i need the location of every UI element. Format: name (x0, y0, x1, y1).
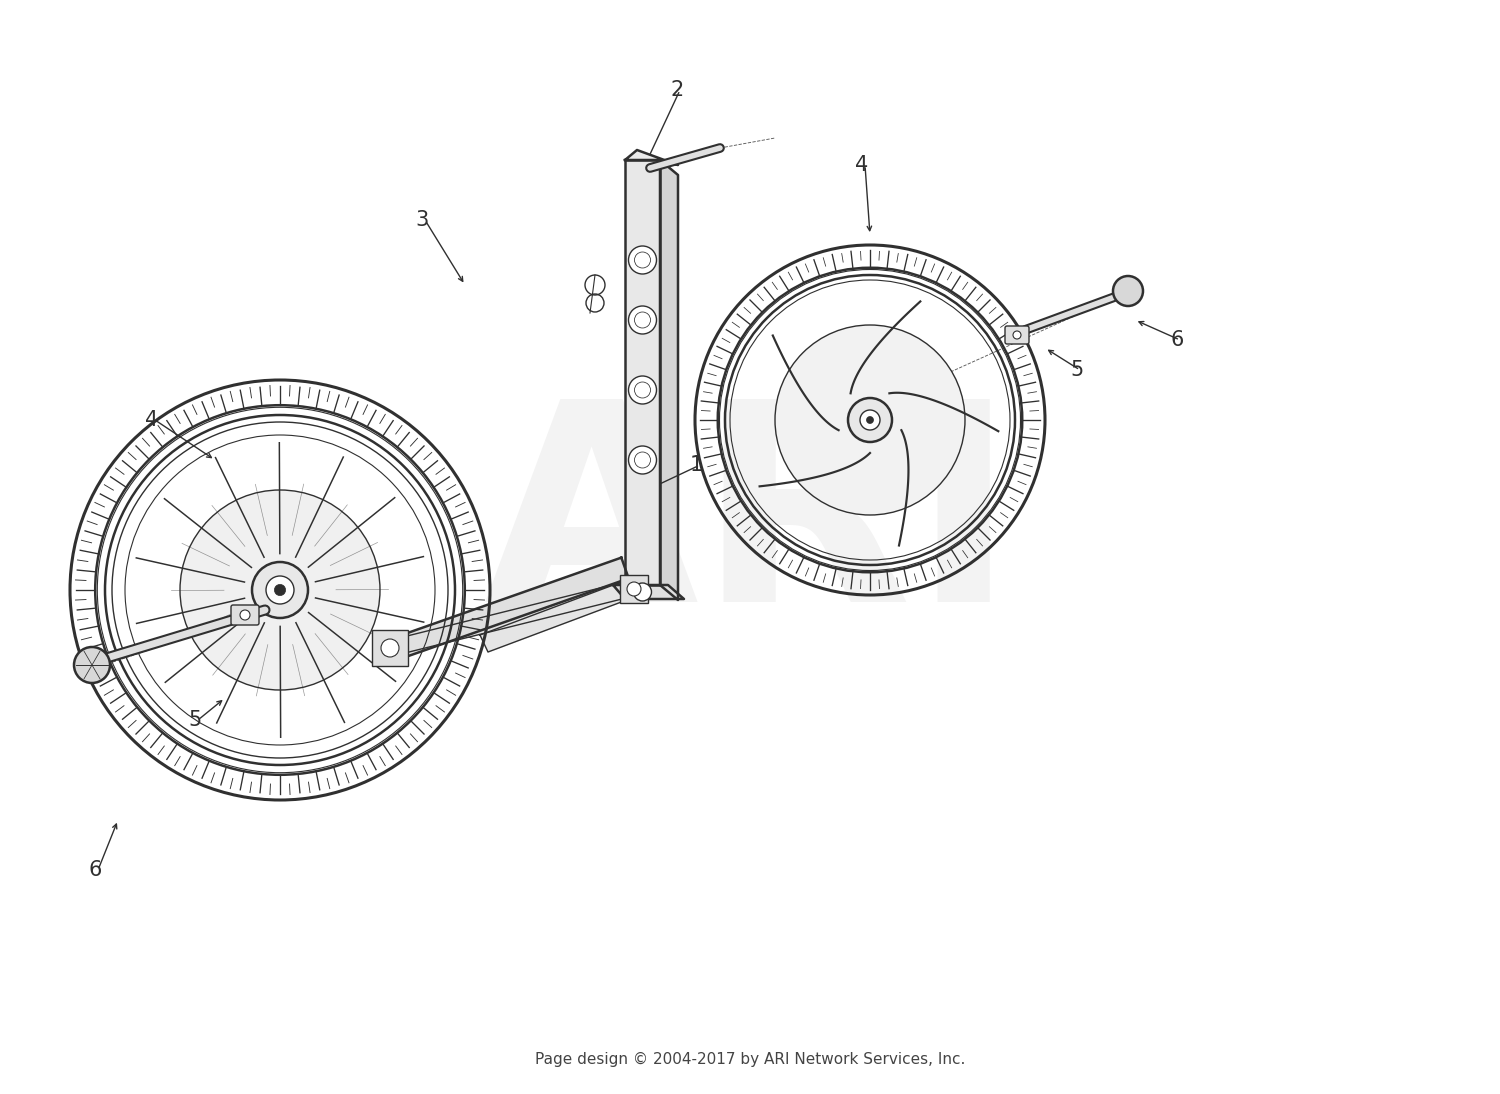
Circle shape (266, 577, 294, 604)
Circle shape (1013, 331, 1022, 339)
Circle shape (74, 647, 110, 683)
Polygon shape (390, 582, 627, 655)
FancyBboxPatch shape (231, 605, 260, 625)
Text: 4: 4 (146, 410, 159, 430)
Polygon shape (626, 150, 678, 165)
Circle shape (627, 582, 640, 596)
Circle shape (1113, 276, 1143, 306)
Circle shape (628, 246, 657, 274)
Circle shape (776, 325, 964, 515)
Text: 6: 6 (88, 860, 102, 880)
Circle shape (252, 562, 308, 618)
Circle shape (847, 398, 892, 442)
Text: 4: 4 (855, 155, 868, 175)
Text: 5: 5 (1070, 360, 1083, 380)
Bar (626, 160, 660, 585)
Polygon shape (660, 160, 678, 600)
Circle shape (381, 639, 399, 657)
Text: 1: 1 (690, 455, 703, 475)
Text: 5: 5 (188, 710, 201, 730)
Circle shape (628, 306, 657, 334)
Text: Page design © 2004-2017 by ARI Network Services, Inc.: Page design © 2004-2017 by ARI Network S… (536, 1051, 964, 1067)
Circle shape (628, 376, 657, 404)
Text: ARI: ARI (484, 391, 1016, 660)
Circle shape (180, 490, 380, 690)
Circle shape (633, 583, 651, 601)
Circle shape (859, 410, 880, 430)
Bar (620, 575, 648, 603)
Circle shape (867, 417, 873, 423)
Text: 3: 3 (416, 210, 429, 230)
Circle shape (274, 584, 285, 595)
Circle shape (628, 446, 657, 474)
Polygon shape (614, 585, 684, 600)
Text: 6: 6 (1170, 330, 1184, 350)
Circle shape (240, 610, 250, 620)
FancyBboxPatch shape (1005, 326, 1029, 344)
Polygon shape (394, 558, 628, 659)
Text: 2: 2 (670, 80, 682, 100)
Polygon shape (480, 575, 648, 652)
Bar (372, 630, 408, 666)
